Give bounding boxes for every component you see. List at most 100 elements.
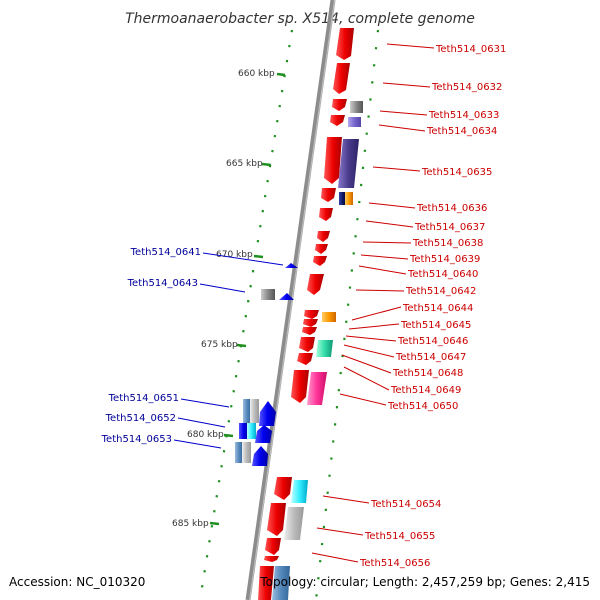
gene-arrow[interactable]: [291, 370, 309, 403]
gene-label[interactable]: Teth514_0641: [130, 247, 201, 258]
gene-label[interactable]: Teth514_0647: [395, 352, 466, 363]
right-callouts: [311, 43, 435, 563]
callout-line: [177, 417, 226, 428]
callout-line: [379, 110, 428, 116]
kbp-label: 680 kbp: [187, 430, 224, 440]
gene-label[interactable]: Teth514_0644: [402, 303, 473, 314]
gene-arrow[interactable]: [267, 503, 286, 536]
gene-label[interactable]: Teth514_0650: [387, 401, 458, 412]
major-tick: [253, 254, 264, 259]
gene-label[interactable]: Teth514_0638: [412, 238, 483, 249]
major-tick: [261, 162, 272, 167]
feature-box[interactable]: [350, 101, 363, 113]
gene-label[interactable]: Teth514_0649: [390, 385, 461, 396]
gene-arrow[interactable]: [274, 477, 292, 500]
callout-line: [322, 495, 370, 504]
callout-line: [365, 220, 414, 228]
gene-arrow[interactable]: [258, 566, 274, 600]
gene-label[interactable]: Teth514_0656: [359, 558, 430, 569]
feature-box[interactable]: [243, 399, 251, 423]
gene-arrow[interactable]: [321, 188, 336, 202]
feature-box[interactable]: [307, 372, 327, 405]
major-tick: [276, 72, 286, 77]
gene-arrow[interactable]: [315, 244, 328, 254]
gene-arrow[interactable]: [302, 327, 317, 335]
feature-box[interactable]: [261, 289, 275, 300]
gene-arrow[interactable]: [304, 310, 319, 319]
gene-label[interactable]: Teth514_0637: [414, 222, 485, 233]
callout-line: [368, 202, 416, 209]
feature-box[interactable]: [348, 117, 361, 127]
reverse-genes: [235, 263, 298, 466]
gene-label[interactable]: Teth514_0640: [407, 269, 478, 280]
gene-label[interactable]: Teth514_0645: [400, 320, 471, 331]
left-callouts: [173, 252, 284, 449]
feature-boxes: [272, 101, 363, 600]
gene-arrow[interactable]: [252, 446, 268, 466]
kbp-label: 670 kbp: [216, 250, 253, 260]
callout-line: [358, 265, 407, 275]
gene-label[interactable]: Teth514_0642: [405, 286, 476, 297]
gene-label[interactable]: Teth514_0633: [428, 110, 499, 121]
gene-arrow[interactable]: [319, 208, 333, 221]
gene-arrow[interactable]: [255, 425, 272, 443]
callout-line: [343, 344, 395, 358]
callout-line: [355, 289, 405, 292]
gene-label[interactable]: Teth514_0654: [370, 499, 441, 510]
feature-box[interactable]: [339, 192, 346, 205]
gene-arrow[interactable]: [259, 401, 276, 426]
callout-line: [382, 82, 431, 88]
feature-box[interactable]: [272, 566, 290, 600]
gene-label[interactable]: Teth514_0634: [426, 126, 497, 137]
gene-arrow[interactable]: [279, 293, 294, 300]
gene-arrow[interactable]: [324, 137, 342, 184]
kbp-label: 665 kbp: [226, 159, 263, 169]
gene-label[interactable]: Teth514_0635: [421, 167, 492, 178]
feature-box[interactable]: [316, 340, 333, 357]
gene-label[interactable]: Teth514_0653: [101, 434, 172, 445]
callout-line: [345, 335, 397, 342]
gene-label[interactable]: Teth514_0643: [127, 278, 198, 289]
gene-arrow[interactable]: [264, 556, 279, 562]
gene-label[interactable]: Teth514_0632: [431, 82, 502, 93]
callout-line: [343, 366, 390, 391]
gene-label[interactable]: Teth514_0636: [416, 203, 487, 214]
gene-label[interactable]: Teth514_0648: [392, 368, 463, 379]
feature-box[interactable]: [239, 423, 248, 439]
callout-line: [199, 283, 246, 293]
gene-arrow[interactable]: [330, 115, 345, 126]
gene-arrow[interactable]: [313, 256, 327, 266]
gene-arrow[interactable]: [297, 353, 313, 365]
feature-box[interactable]: [338, 139, 359, 188]
feature-box[interactable]: [322, 312, 336, 322]
callout-line: [362, 241, 412, 244]
feature-box[interactable]: [247, 423, 256, 439]
feature-box[interactable]: [242, 442, 251, 463]
gene-arrow[interactable]: [265, 538, 281, 555]
feature-box[interactable]: [250, 399, 259, 423]
gene-arrow[interactable]: [303, 319, 318, 327]
callout-line: [311, 552, 359, 563]
gene-label[interactable]: Teth514_0631: [435, 44, 506, 55]
right-gene-labels: Teth514_0631 Teth514_0632 Teth514_0633 T…: [359, 44, 506, 569]
gene-label[interactable]: Teth514_0652: [105, 413, 176, 424]
gene-arrow[interactable]: [336, 28, 354, 60]
callout-line: [202, 252, 284, 266]
gene-arrow[interactable]: [299, 337, 315, 352]
gene-label[interactable]: Teth514_0639: [409, 254, 480, 265]
feature-box[interactable]: [235, 442, 243, 463]
feature-box[interactable]: [291, 480, 308, 503]
callout-line: [386, 43, 435, 49]
feature-box[interactable]: [345, 192, 353, 205]
gene-arrow[interactable]: [333, 63, 350, 94]
gene-arrow[interactable]: [332, 99, 347, 111]
callout-line: [173, 439, 222, 449]
gene-label[interactable]: Teth514_0651: [108, 393, 179, 404]
feature-box[interactable]: [284, 507, 304, 540]
gene-arrow[interactable]: [285, 263, 298, 268]
gene-arrow[interactable]: [307, 274, 324, 295]
gene-label[interactable]: Teth514_0655: [364, 531, 435, 542]
gene-arrow[interactable]: [317, 231, 330, 242]
gene-label[interactable]: Teth514_0646: [397, 336, 468, 347]
